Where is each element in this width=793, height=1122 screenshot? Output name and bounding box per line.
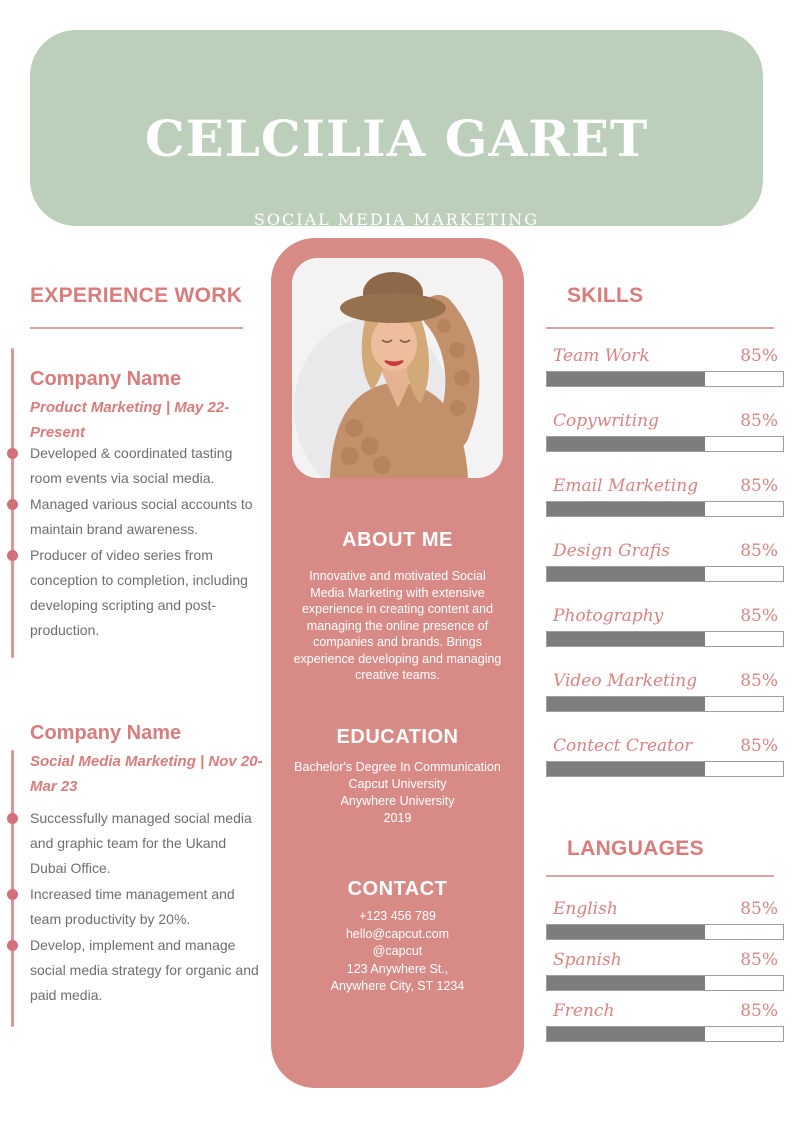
education-heading: EDUCATION [336,726,459,748]
progress-bar-fill [547,372,706,386]
progress-bar [546,1026,784,1042]
progress-bar [546,631,784,647]
skill-label: Video Marketing [553,671,698,691]
job-meta-2: Social Media Marketing | Nov 20- Mar 23 [30,753,263,795]
bullet-item: Producer of video series from conception… [7,543,265,643]
progress-bar-fill [547,1027,706,1041]
bullet-item: Develop, implement and manage social med… [7,933,265,1008]
progress-bar [546,436,784,452]
skill-label: Copywriting [553,411,659,431]
bullet-item: Increased time management and team produ… [7,882,265,932]
skill-percent: 85% [740,671,778,691]
about-text: Innovative and motivated Social Media Ma… [293,569,502,682]
language-label: Spanish [553,950,622,970]
header-banner: CELCILIA GARET SOCIAL MEDIA MARKETING [30,30,763,229]
language-percent: 85% [740,899,778,919]
skill-meter: Video Marketing 85% [546,671,784,712]
job-entry-2: Company Name Social Media Marketing | No… [30,721,280,799]
experience-heading: EXPERIENCE WORK [30,284,243,307]
experience-divider [30,327,243,329]
language-percent: 85% [740,950,778,970]
bullet-item: Successfully managed social media and gr… [7,806,265,881]
skill-label: Team Work [553,346,650,366]
language-percent: 85% [740,1001,778,1021]
progress-bar [546,975,784,991]
bullet-item: Managed various social accounts to maint… [7,492,265,542]
progress-bar-fill [547,502,706,516]
progress-bar [546,761,784,777]
skill-label: Design Grafis [553,541,670,561]
languages-list: English 85% Spanish 85% French 85% [546,899,784,1052]
progress-bar-fill [547,632,706,646]
job-entry-1: Company Name Product Marketing | May 22-… [30,367,280,445]
person-name: CELCILIA GARET [144,109,649,168]
profile-card: ABOUT ME Innovative and motivated Social… [271,238,524,1088]
language-label: English [553,899,618,919]
languages-heading: LANGUAGES [567,837,704,860]
progress-bar-fill [547,925,706,939]
portrait-illustration [292,258,503,478]
skill-percent: 85% [740,736,778,756]
company-name-2: Company Name [30,722,182,744]
skills-divider [546,327,774,329]
skills-list: Team Work 85% Copywriting 85% Email Market… [546,346,784,801]
languages-divider [546,875,774,877]
progress-bar [546,371,784,387]
company-name-1: Company Name [30,368,182,390]
progress-bar [546,566,784,582]
skill-percent: 85% [740,476,778,496]
skill-meter: Contect Creator 85% [546,736,784,777]
progress-bar [546,924,784,940]
job-bullets-1: Developed & coordinated tasting room eve… [0,441,265,644]
bullet-item: Developed & coordinated tasting room eve… [7,441,265,491]
skill-meter: Team Work 85% [546,346,784,387]
job-bullets-2: Successfully managed social media and gr… [0,806,265,1009]
skill-label: Contect Creator [553,736,693,756]
job-meta-1: Product Marketing | May 22-Present [30,399,230,441]
skill-meter: Email Marketing 85% [546,476,784,517]
progress-bar-fill [547,567,706,581]
progress-bar-fill [547,762,706,776]
progress-bar-fill [547,697,706,711]
language-meter: English 85% [546,899,784,940]
skill-percent: 85% [740,346,778,366]
skill-label: Photography [553,606,664,626]
about-heading: ABOUT ME [342,529,453,551]
language-label: French [553,1001,615,1021]
portrait-photo [292,258,503,478]
skill-meter: Photography 85% [546,606,784,647]
skill-percent: 85% [740,541,778,561]
skill-percent: 85% [740,606,778,626]
progress-bar-fill [547,976,706,990]
person-job-title: SOCIAL MEDIA MARKETING [253,210,540,229]
language-meter: Spanish 85% [546,950,784,991]
timeline-rail-2 [11,750,14,1027]
education-text: Bachelor's Degree In Communication Capcu… [294,760,501,825]
progress-bar [546,501,784,517]
contact-heading: CONTACT [347,878,448,900]
skill-percent: 85% [740,411,778,431]
skill-meter: Copywriting 85% [546,411,784,452]
skills-heading: SKILLS [567,284,644,307]
progress-bar [546,696,784,712]
skill-meter: Design Grafis 85% [546,541,784,582]
skill-label: Email Marketing [553,476,699,496]
contact-text: +123 456 789 hello@capcut.com @capcut 12… [330,909,465,993]
progress-bar-fill [547,437,706,451]
language-meter: French 85% [546,1001,784,1042]
